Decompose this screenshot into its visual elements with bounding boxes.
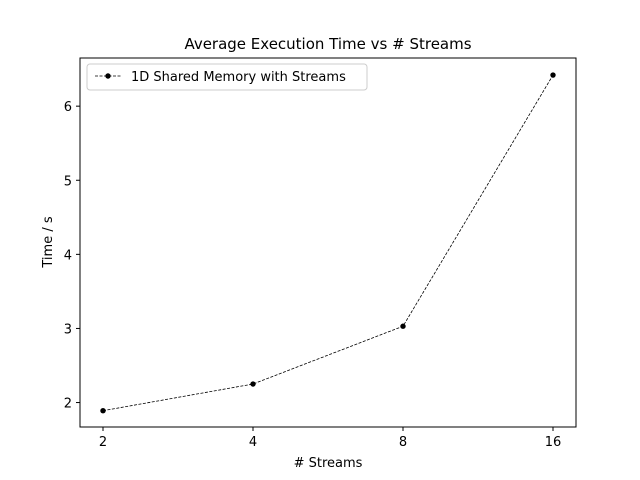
series-line xyxy=(102,74,554,412)
data-point xyxy=(100,407,106,414)
y-tick-label: 5 xyxy=(64,174,72,189)
legend: 1D Shared Memory with Streams xyxy=(86,63,368,91)
data-point xyxy=(250,381,256,387)
y-tick-label: 2 xyxy=(64,397,72,412)
y-tick-label: 6 xyxy=(64,100,72,115)
series-layer xyxy=(100,72,556,414)
x-tick-label: 8 xyxy=(399,435,407,450)
data-point xyxy=(550,72,556,78)
y-tick-label: 3 xyxy=(64,322,72,337)
data-point xyxy=(400,323,406,329)
plot-area xyxy=(79,57,577,428)
x-axis: 2 4 8 16 xyxy=(99,427,561,450)
legend-label: 1D Shared Memory with Streams xyxy=(131,70,346,85)
legend-marker xyxy=(105,73,111,79)
x-axis-label: # Streams xyxy=(294,456,363,471)
x-tick-label: 2 xyxy=(99,435,107,450)
y-axis: 2 3 4 5 6 xyxy=(64,100,80,412)
x-tick-label: 4 xyxy=(249,435,257,450)
y-tick-label: 4 xyxy=(64,248,72,263)
x-tick-label: 16 xyxy=(545,435,562,450)
chart-title: Average Execution Time vs # Streams xyxy=(184,35,471,53)
y-axis-label: Time / s xyxy=(41,216,56,268)
legend-box xyxy=(86,63,368,91)
